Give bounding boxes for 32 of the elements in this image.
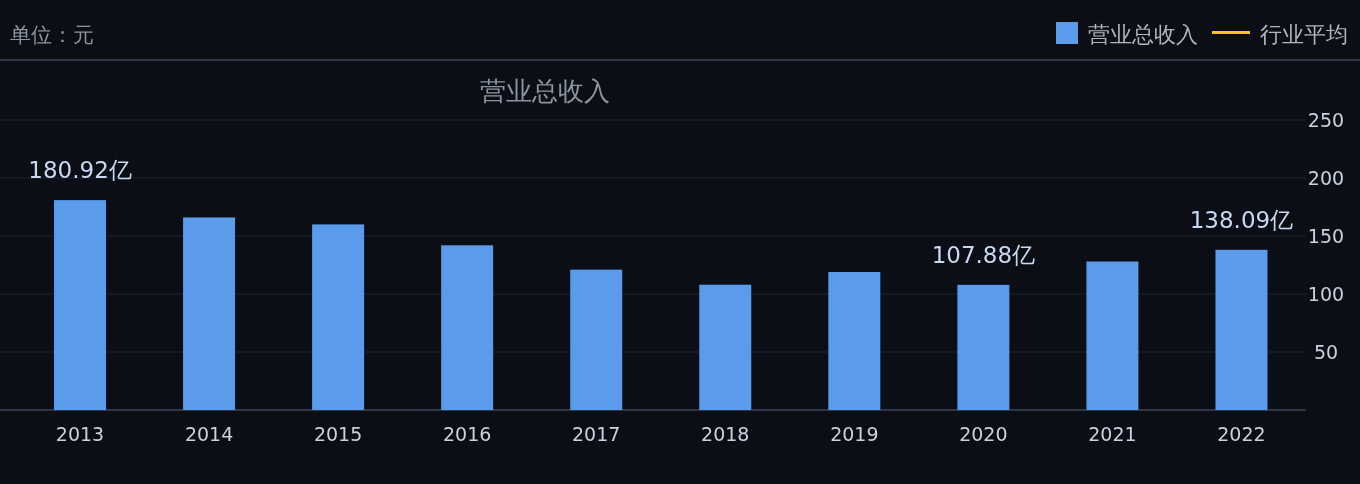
x-tick-label: 2017 [572,423,621,445]
data-label: 138.09亿 [1189,206,1294,233]
x-tick-label: 2016 [443,423,492,445]
bar [570,269,623,410]
text: 营业总收入 [480,76,610,106]
y-tick-label: 150 [1307,225,1345,247]
y-tick-label: 250 [1307,109,1345,131]
data-label: 107.88亿 [931,241,1036,268]
legend-label: 营业总收入 [1088,22,1198,47]
x-tick-label: 2019 [830,423,879,445]
y-tick-label: 50 [1313,341,1339,363]
bar [183,217,236,410]
bar [1086,261,1139,410]
x-tick-label: 2022 [1217,423,1266,445]
legend-label: 行业平均 [1260,22,1348,47]
y-tick-label: 200 [1307,167,1345,189]
x-tick-label: 2013 [55,423,105,445]
x-tick-label: 2018 [701,423,750,445]
bar [828,271,881,410]
data-label: 180.92亿 [28,157,132,184]
y-tick-label: 100 [1307,283,1345,305]
bar [54,200,107,410]
bar [957,284,1010,410]
bar [699,284,752,410]
x-tick-label: 2014 [184,423,234,445]
bar [1215,249,1268,410]
bar [312,224,365,410]
x-tick-label: 2021 [1088,423,1137,445]
bar [441,245,494,410]
x-tick-label: 2020 [959,423,1008,445]
x-tick-label: 2015 [313,423,363,445]
text: 单位：元 [10,23,94,47]
